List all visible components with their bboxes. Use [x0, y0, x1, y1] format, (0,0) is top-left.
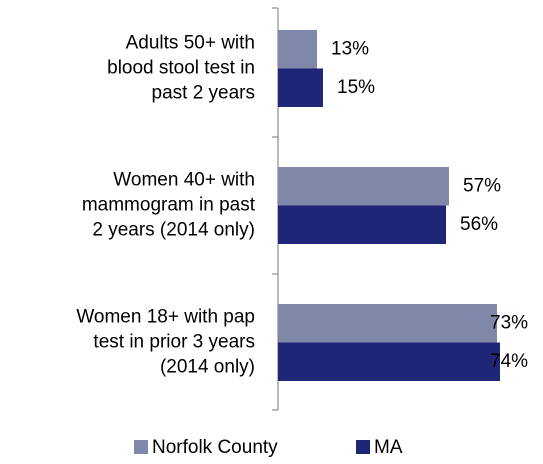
- value-label: 73%: [490, 312, 528, 333]
- value-label: 13%: [331, 38, 369, 59]
- bar: [278, 342, 500, 381]
- category-label: Adults 50+ with blood stool test in past 2…: [107, 33, 255, 104]
- bar: [278, 304, 497, 343]
- value-label: 57%: [463, 175, 501, 196]
- bar: [278, 68, 323, 107]
- legend-label: MA: [374, 437, 403, 458]
- legend-swatch: [134, 440, 148, 454]
- bar: [278, 30, 317, 69]
- bar: [278, 167, 449, 206]
- category-label: Women 18+ with pap test in prior 3 years(…: [76, 307, 255, 378]
- value-label: 56%: [460, 214, 498, 235]
- value-label: 15%: [337, 77, 375, 98]
- legend-swatch: [356, 440, 370, 454]
- legend-label: Norfolk County: [152, 437, 278, 458]
- bar: [278, 205, 446, 244]
- category-label: Women 40+ with mammogram in past 2 years (…: [82, 170, 256, 241]
- value-label: 74%: [490, 351, 528, 372]
